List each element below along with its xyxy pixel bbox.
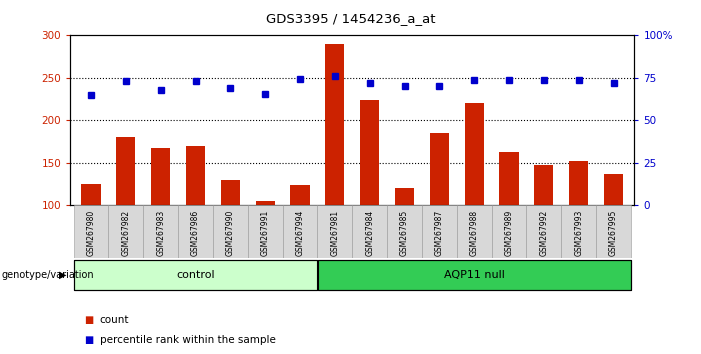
Bar [562,205,596,258]
Text: control: control [176,270,215,280]
Bar [465,103,484,205]
Bar [290,185,310,205]
Text: GSM267993: GSM267993 [574,210,583,256]
Text: GSM267995: GSM267995 [609,210,618,256]
Bar [457,205,491,258]
Text: percentile rank within the sample: percentile rank within the sample [100,335,275,345]
Bar [74,205,109,258]
Text: ▶: ▶ [59,270,67,280]
Text: GSM267983: GSM267983 [156,210,165,256]
Bar [213,205,247,258]
Bar [395,188,414,205]
Text: GSM267984: GSM267984 [365,210,374,256]
Bar [81,184,100,205]
Text: ■: ■ [84,335,93,345]
Text: GSM267990: GSM267990 [226,210,235,256]
Bar [178,205,213,258]
Bar [596,205,631,258]
Text: GSM267991: GSM267991 [261,210,270,256]
Text: AQP11 null: AQP11 null [444,270,505,280]
Text: count: count [100,315,129,325]
Bar [318,205,352,258]
Text: ■: ■ [84,315,93,325]
Bar [283,205,318,258]
Bar [151,148,170,205]
Bar [116,137,135,205]
Bar [221,180,240,205]
Bar [422,205,457,258]
Text: GSM267992: GSM267992 [539,210,548,256]
Bar [387,205,422,258]
Text: GSM267986: GSM267986 [191,210,200,256]
Bar [109,205,143,258]
Bar [318,260,631,290]
Text: GSM267989: GSM267989 [505,210,514,256]
Bar [143,205,178,258]
Text: GSM267988: GSM267988 [470,210,479,256]
Bar [604,174,623,205]
Text: GSM267982: GSM267982 [121,210,130,256]
Bar [352,205,387,258]
Text: GSM267985: GSM267985 [400,210,409,256]
Bar [534,165,553,205]
Bar [360,100,379,205]
Bar [526,205,562,258]
Bar [256,201,275,205]
Bar [247,205,283,258]
Bar [569,161,588,205]
Bar [499,152,519,205]
Bar [491,205,526,258]
Bar [430,133,449,205]
Text: GSM267987: GSM267987 [435,210,444,256]
Text: genotype/variation: genotype/variation [1,270,94,280]
Bar [325,44,344,205]
Text: GDS3395 / 1454236_a_at: GDS3395 / 1454236_a_at [266,12,435,25]
Bar [186,146,205,205]
Bar [74,260,318,290]
Text: GSM267994: GSM267994 [296,210,304,256]
Text: GSM267980: GSM267980 [86,210,95,256]
Text: GSM267981: GSM267981 [330,210,339,256]
